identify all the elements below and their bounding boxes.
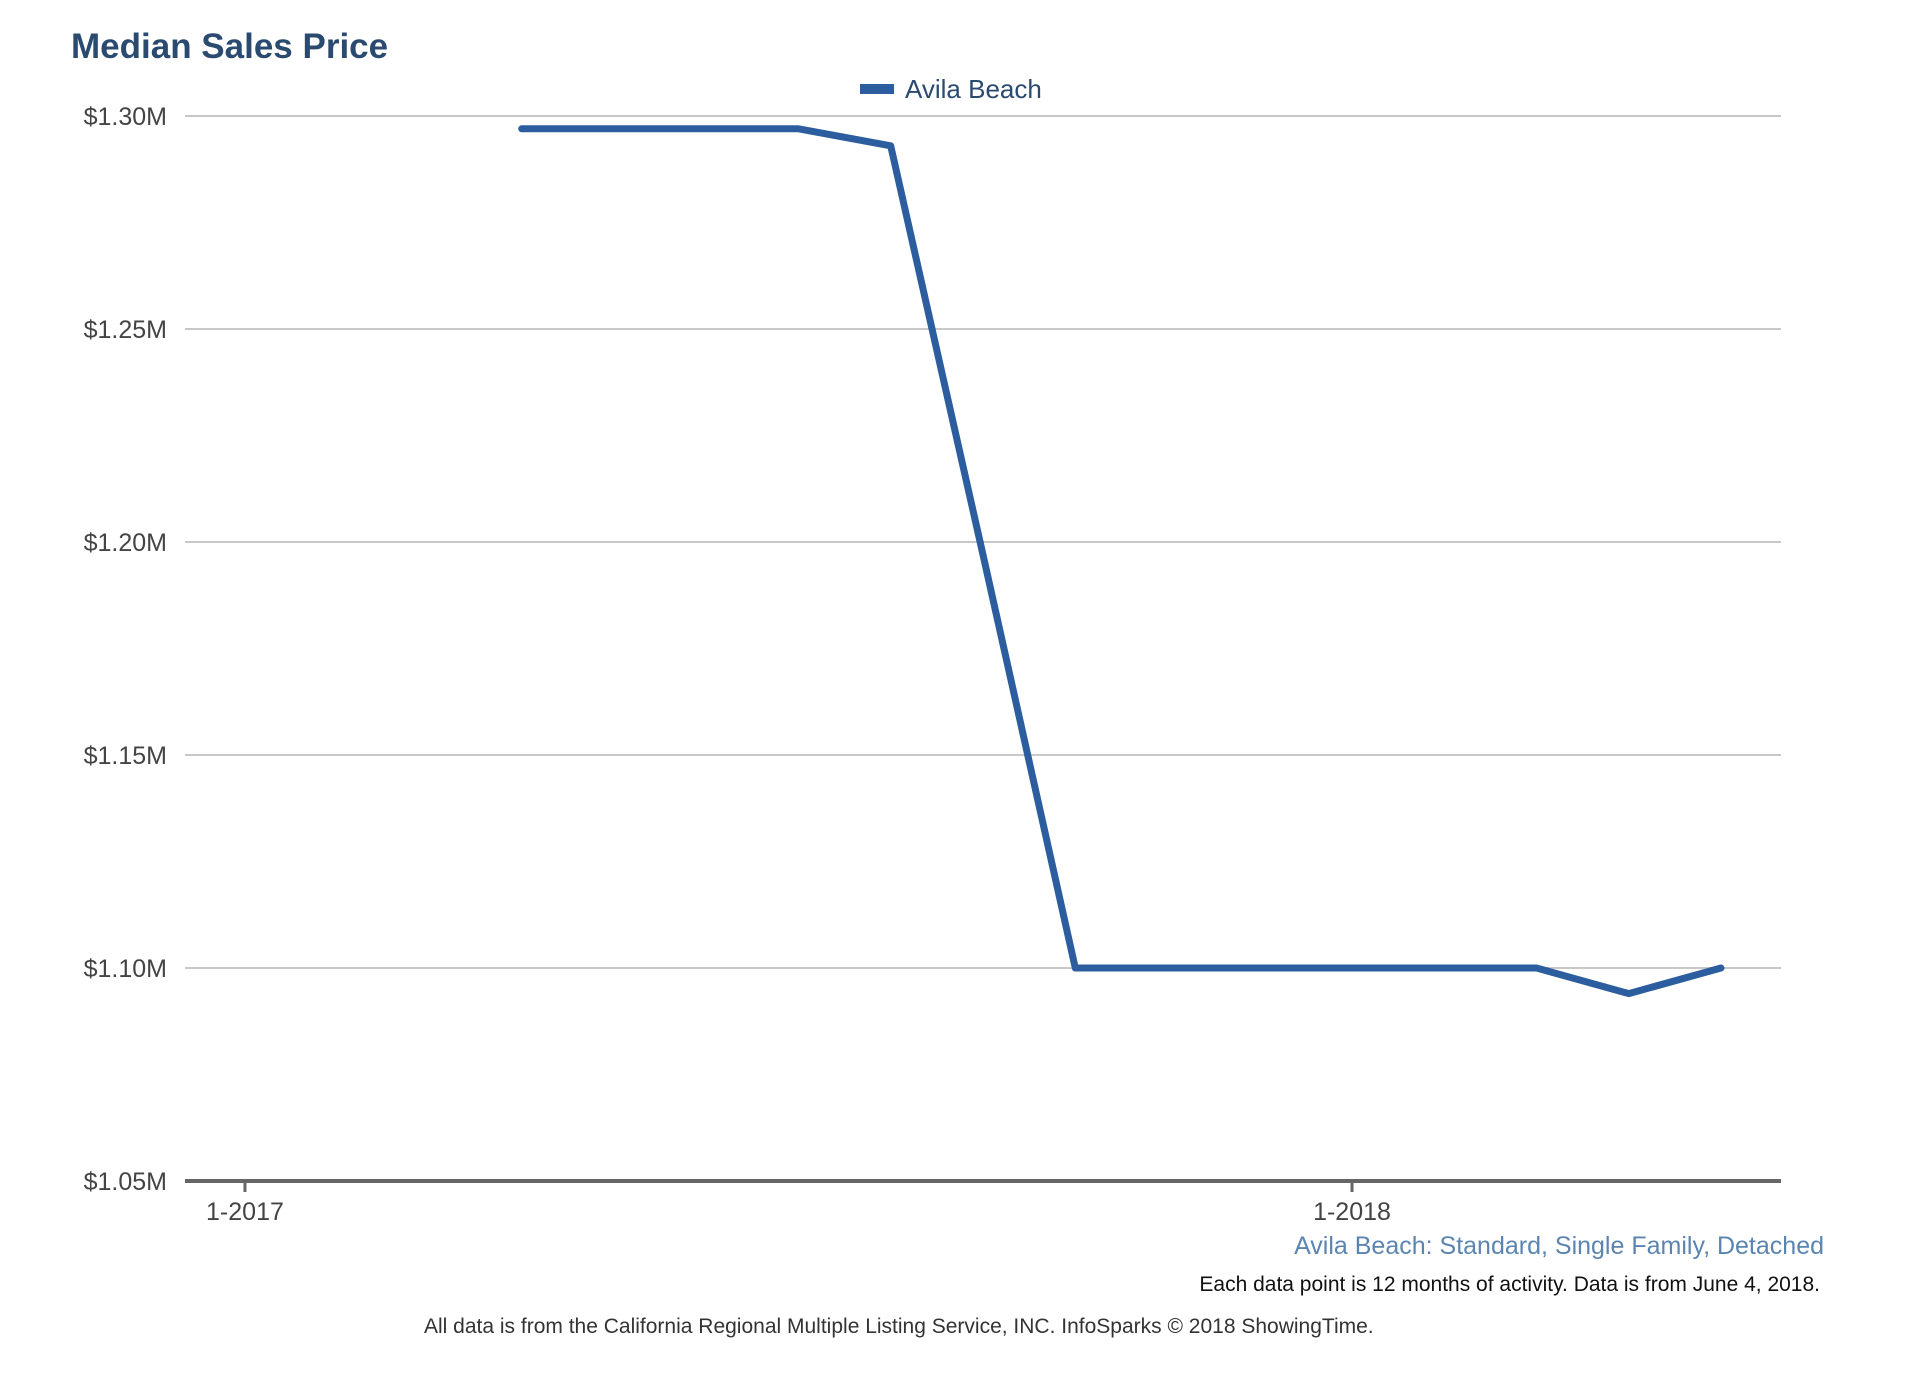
chart-title: Median Sales Price (71, 27, 388, 66)
series-avila-beach (518, 125, 1725, 998)
source-attribution: All data is from the California Regional… (424, 1315, 1374, 1338)
y-axis-ticks: $1.30M $1.25M $1.20M $1.15M $1.10M $1.05M (84, 103, 167, 1196)
data-note: Each data point is 12 months of activity… (1199, 1273, 1820, 1296)
legend-swatch (860, 84, 894, 94)
y-tick-label: $1.10M (84, 955, 167, 983)
x-tick-label: 1-2017 (206, 1198, 284, 1226)
legend: Avila Beach (860, 74, 1042, 104)
y-tick-label: $1.05M (84, 1168, 167, 1196)
series-line-avila-beach (518, 125, 1725, 998)
y-tick-label: $1.25M (84, 316, 167, 344)
x-tick-label: 1-2018 (1313, 1198, 1391, 1226)
legend-label: Avila Beach (905, 74, 1042, 104)
chart-subtitle: Avila Beach: Standard, Single Family, De… (1294, 1232, 1824, 1260)
y-tick-label: $1.15M (84, 742, 167, 770)
y-tick-label: $1.20M (84, 529, 167, 557)
y-tick-label: $1.30M (84, 103, 167, 131)
x-axis-ticks: 1-2017 1-2018 (206, 1181, 1391, 1226)
